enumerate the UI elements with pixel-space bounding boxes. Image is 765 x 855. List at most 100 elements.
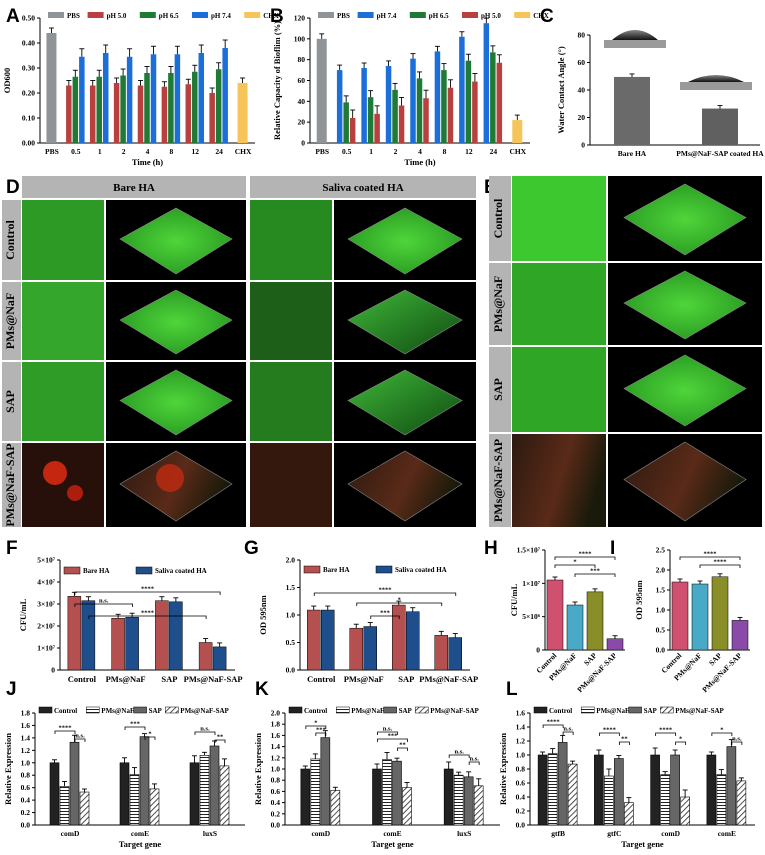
bar-B-8-pH 7.4	[434, 51, 441, 144]
chart-F-ytick-label: 4×10⁷	[37, 578, 56, 587]
chart-L-xlabel: Target gene	[621, 839, 664, 849]
micrograph-2d-D-SAP	[250, 362, 332, 441]
chart-B-xtick-label: 12	[465, 147, 473, 156]
chart-G-sig-bracket	[356, 602, 443, 606]
bar-H-PMs@NaF-SAP	[606, 638, 624, 651]
chart-G-xtick-label: PMs@NaF-SAP	[419, 674, 478, 684]
chart-G-sig-label: *	[398, 597, 401, 604]
legend-label-CHX: CHX	[533, 12, 549, 20]
chart-F-sig-label: ****	[141, 610, 154, 617]
micrograph-2d-D-Control	[250, 200, 332, 280]
chart-G-xtick-label: PMs@NaF	[344, 674, 384, 684]
chart-K-sig-bracket	[448, 754, 470, 758]
droplet-substrate-bare	[604, 40, 666, 48]
bar-A-CHX-CHX	[237, 83, 248, 143]
micrograph-2d-D-Control	[22, 200, 104, 280]
chart-A-ytick-label: 0.00	[22, 139, 35, 148]
chart-I-sig-label: ****	[704, 551, 717, 558]
legend-label-PMs@NaF: PMs@NaF	[101, 707, 134, 715]
bar-F-PMs@NaF-Bare HA	[111, 618, 125, 671]
legend-swatch-SAP	[133, 706, 147, 714]
chart-J-ytick-label: 0.2	[21, 808, 31, 817]
droplet-coated	[688, 75, 744, 82]
chart-H-sig-label: ***	[590, 568, 600, 575]
bar-F-SAP-Bare HA	[155, 600, 169, 671]
bar-B-CHX-CHX	[512, 120, 523, 143]
legend-label-CHX: CHX	[263, 12, 279, 20]
row-label-E-PMs@NaF-SAP: PMs@NaF-SAP	[491, 439, 505, 522]
chart-L-sig-label: *	[679, 736, 682, 743]
chart-I-xtick-label: SAP	[707, 651, 724, 668]
bar-J-luxS-PMs@NaF	[199, 755, 210, 826]
chart-I-ytick-label: 2.0	[656, 566, 666, 575]
micrograph-red-patch	[43, 461, 67, 485]
bar-B-1-pH 6.5	[367, 97, 374, 143]
chart-L-xtick-label: comE	[718, 829, 736, 838]
chart-J-sig-label: *	[148, 731, 151, 738]
chart-B-ylabel: Relative Capacity of Bioflim (%)	[272, 21, 282, 140]
chart-J-ytick-label: 1.4	[21, 733, 31, 742]
chart-J-ytick-label: 1.6	[21, 721, 31, 730]
chart-B-xtick-label: 0.5	[342, 147, 352, 156]
bar-F-Control-Bare HA	[67, 596, 82, 671]
legend-label-pH 7.4: pH 7.4	[377, 12, 397, 20]
bar-A-0.5-pH 7.4	[79, 56, 85, 143]
chart-G-sig-label: ****	[379, 587, 392, 594]
chart-L-sig-label: n.s.	[563, 726, 573, 733]
chart-J-xlabel: Target gene	[119, 839, 162, 849]
chart-F-ytick-label: 5×10⁷	[37, 556, 56, 565]
micrograph-red-patch	[156, 464, 184, 492]
row-label-E-PMs@NaF: PMs@NaF	[491, 276, 505, 332]
chart-A-ytick-label: 0.10	[22, 114, 35, 123]
legend-swatch-Control	[38, 706, 53, 714]
chart-F-xtick-label: PMs@NaF-SAP	[184, 674, 243, 684]
chart-C-ytick-label: 40	[578, 86, 586, 95]
chart-K-sig-bracket	[377, 738, 408, 742]
chart-H-sig-bracket	[554, 556, 616, 560]
chart-I: 0.00.51.01.52.02.5OD 595nmControlPMs@NaF…	[634, 546, 750, 694]
bar-A-12-pH 5.0	[185, 84, 192, 143]
chart-L-sig-bracket	[655, 732, 677, 736]
chart-L-ytick-label: 1.4	[516, 723, 526, 732]
bar-B-1-pH 7.4	[361, 68, 367, 143]
legend-swatch-pH 5.0	[87, 12, 104, 18]
bar-B-2-pH 5.0	[398, 105, 405, 143]
chart-I-sig-label: ****	[714, 559, 727, 566]
micrograph-2d-D-PMs@NaF	[250, 282, 332, 360]
panel-letter-B: B	[270, 6, 284, 27]
chart-A-xtick-label: CHX	[235, 147, 252, 156]
legend-swatch-pH 5.0	[462, 12, 478, 18]
chart-F-ylabel: CFU/mL	[18, 598, 28, 631]
chart-L-sig-bracket	[731, 741, 743, 745]
bar-K-comD-SAP	[320, 737, 331, 826]
chart-K-ytick-label: 0.0	[271, 821, 281, 830]
legend-label-Bare HA: Bare HA	[323, 566, 350, 574]
row-label-D-SAP: SAP	[3, 390, 17, 413]
chart-F-ytick-label: 1×10⁷	[37, 644, 56, 653]
bar-I-PMs@NaF	[691, 583, 709, 651]
panel-letter-D: D	[6, 177, 20, 198]
chart-I-ytick-label: 1.5	[656, 586, 666, 595]
bar-K-comD-PMs@NaF-SAP	[330, 789, 341, 826]
chart-K-ytick-label: 0.4	[271, 798, 281, 807]
bar-L-comD-PMs@NaF	[660, 774, 670, 826]
chart-K-ytick-label: 1.6	[271, 731, 281, 740]
chart-L-sig-label: ****	[659, 727, 672, 734]
chart-G-ytick-label: 0.5	[286, 638, 296, 647]
panel-letter-A: A	[6, 6, 20, 27]
chart-B-ytick-label: 20	[298, 118, 306, 127]
chart-I-ytick-label: 0.0	[656, 646, 666, 655]
legend-swatch-SAP	[383, 706, 397, 714]
row-label-D-PMs@NaF: PMs@NaF	[3, 293, 17, 349]
row-label-bg-E	[489, 347, 511, 432]
chart-G-sig-bracket	[370, 615, 400, 619]
chart-A-xtick-label: 4	[146, 147, 150, 156]
micrograph-3d-E-PMs@NaF-SAP	[623, 441, 747, 522]
legend-label-Bare HA: Bare HA	[83, 567, 110, 575]
chart-H-ylabel: CFU/mL	[509, 583, 519, 616]
chart-G-ytick-label: 1.0	[286, 611, 296, 620]
chart-K-ytick-label: 1.8	[271, 720, 281, 729]
micrograph-2d-D-SAP	[22, 362, 104, 441]
bar-A-12-pH 6.5	[192, 71, 198, 143]
chart-K-sig-bracket	[468, 761, 480, 765]
